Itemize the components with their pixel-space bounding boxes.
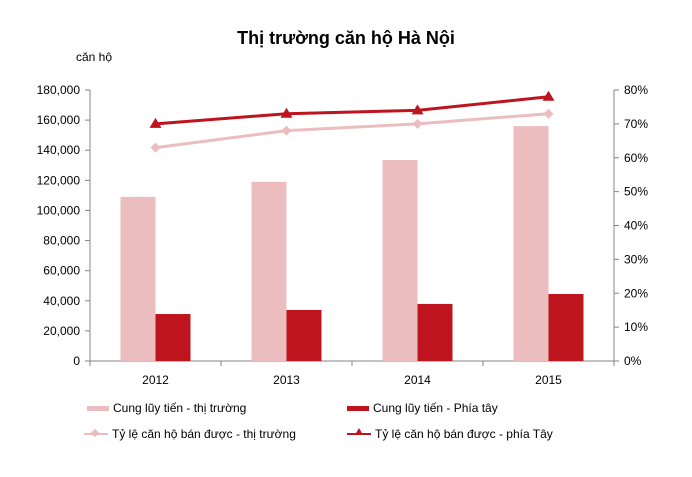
line-point-triangle-2015 [542, 90, 555, 101]
legend-swatch [87, 405, 109, 411]
bar-ebbdbf-2012 [120, 196, 156, 361]
line-point-diamond-2014 [412, 118, 423, 129]
line-point-diamond-2015 [543, 108, 554, 119]
bar-be141d-2015 [548, 294, 584, 361]
x-tick-label: 2015 [535, 373, 562, 387]
y2-tick-label: 40% [624, 219, 648, 233]
y-tick-label: 20,000 [43, 324, 80, 338]
bar-be141d-2014 [417, 303, 453, 361]
legend-item-0: Cung lũy tiến - thị trường [87, 401, 246, 415]
y2-tick-label: 70% [624, 117, 648, 131]
y2-tick-label: 10% [624, 320, 648, 334]
y-tick-label: 80,000 [43, 234, 80, 248]
bar-be141d-2013 [286, 309, 322, 361]
y-tick-label: 40,000 [43, 294, 80, 308]
y2-tick-label: 80% [624, 83, 648, 97]
y-tick-label: 0 [73, 354, 80, 368]
legend-diamond-marker-icon [84, 428, 108, 438]
legend-item-1: Cung lũy tiến - Phía tây [347, 401, 498, 415]
y-tick-label: 120,000 [37, 173, 81, 187]
bar-ebbdbf-2014 [382, 160, 418, 361]
legend-label: Tỷ lệ căn hộ bán được - thị trường [112, 427, 296, 441]
line-point-diamond-2012 [150, 142, 161, 153]
line-point-triangle-2012 [149, 117, 162, 128]
line-point-triangle-2013 [280, 107, 293, 118]
line-point-triangle-2014 [411, 104, 424, 115]
y-tick-label: 160,000 [37, 113, 81, 127]
y-tick-label: 140,000 [37, 143, 81, 157]
chart-title: Thị trường căn hộ Hà Nội [237, 28, 455, 48]
y-axis-label: căn hộ [76, 50, 113, 64]
line-point-diamond-2013 [281, 125, 292, 136]
bar-ebbdbf-2013 [251, 181, 287, 361]
y2-tick-label: 0% [624, 354, 642, 368]
y-tick-label: 180,000 [37, 83, 81, 97]
x-tick-label: 2014 [404, 373, 431, 387]
x-tick-label: 2013 [273, 373, 300, 387]
bar-be141d-2012 [155, 314, 191, 361]
legend-item-2: Tỷ lệ căn hộ bán được - thị trường [84, 427, 296, 441]
x-tick-label: 2012 [142, 373, 169, 387]
legend-item-3: Tỷ lệ căn hộ bán được - phía Tây [347, 427, 553, 441]
legend-label: Cung lũy tiến - thị trường [113, 401, 247, 415]
legend-swatch [347, 405, 369, 411]
bar-ebbdbf-2015 [513, 126, 549, 361]
legend-label: Cung lũy tiến - Phía tây [373, 401, 498, 415]
y-tick-label: 60,000 [43, 264, 80, 278]
y-tick-label: 100,000 [37, 203, 81, 217]
y2-tick-label: 30% [624, 252, 648, 266]
y2-tick-label: 50% [624, 185, 648, 199]
y2-tick-label: 60% [624, 151, 648, 165]
legend-triangle-marker-icon [347, 428, 371, 435]
y2-tick-label: 20% [624, 286, 648, 300]
line-series-0 [155, 112, 549, 150]
line-series-1 [155, 95, 549, 126]
legend-label: Tỷ lệ căn hộ bán được - phía Tây [375, 427, 553, 441]
